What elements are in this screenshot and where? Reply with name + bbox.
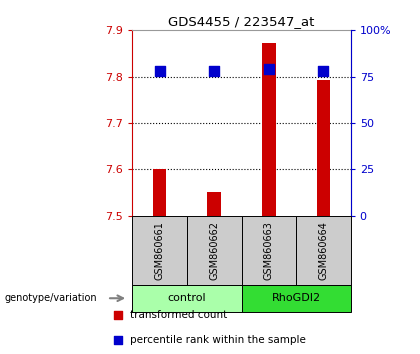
Point <box>156 68 163 74</box>
Bar <box>153 169 166 216</box>
Text: RhoGDI2: RhoGDI2 <box>272 293 320 303</box>
Text: GSM860661: GSM860661 <box>155 221 165 280</box>
Text: GSM860662: GSM860662 <box>209 221 219 280</box>
Point <box>293 0 299 4</box>
Bar <box>262 43 276 216</box>
Text: genotype/variation: genotype/variation <box>4 293 97 303</box>
Text: transformed count: transformed count <box>131 310 228 320</box>
Bar <box>207 192 221 216</box>
Bar <box>296 216 351 285</box>
Text: GSM860664: GSM860664 <box>318 221 328 280</box>
Bar <box>241 285 351 312</box>
Point <box>211 68 218 74</box>
Bar <box>241 216 296 285</box>
Point <box>320 68 327 74</box>
Bar <box>132 285 242 312</box>
Text: GSM860663: GSM860663 <box>264 221 274 280</box>
Title: GDS4455 / 223547_at: GDS4455 / 223547_at <box>168 15 315 28</box>
Bar <box>317 80 330 216</box>
Point <box>265 66 272 72</box>
Text: percentile rank within the sample: percentile rank within the sample <box>131 335 306 344</box>
Point <box>293 224 299 229</box>
Bar <box>132 216 187 285</box>
Bar <box>187 216 242 285</box>
Text: control: control <box>168 293 206 303</box>
